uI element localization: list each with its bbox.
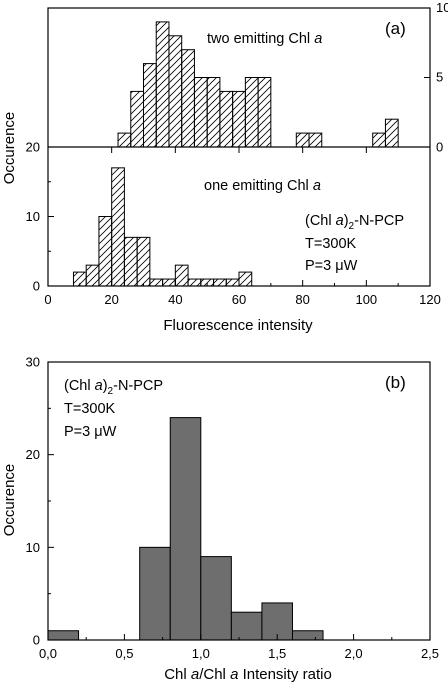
panel-a-letter: (a) bbox=[385, 19, 406, 38]
panel-a-ytick-left-0: 0 bbox=[33, 279, 40, 294]
panel-b-y-tick-label: 30 bbox=[26, 355, 40, 370]
panel-b: 0,0 0,5 1,0 1,5 2,0 2,5 0 10 20 30 (b) (Chl a)2-… bbox=[1, 355, 439, 684]
panel-b-x-tick-label: 1,5 bbox=[268, 646, 286, 661]
panel-a-top-bar bbox=[232, 90, 246, 148]
panel-b-xlabel: Chl a/Chl a Intensity ratio bbox=[164, 666, 332, 683]
panel-a-ytick-right-5: 5 bbox=[436, 70, 443, 85]
panel-b-annotation-line3: P=3 μW bbox=[64, 424, 117, 440]
panel-a-annotation-line2: T=300K bbox=[305, 236, 357, 252]
panel-b-x-tick-label: 0,5 bbox=[115, 646, 133, 661]
panel-b-y-tick-label: 20 bbox=[26, 447, 40, 462]
panel-a-top-bar bbox=[308, 132, 323, 148]
panel-a-top-bar bbox=[372, 132, 386, 148]
panel-b-bars bbox=[47, 417, 324, 641]
panel-b-ylabel: Occurence bbox=[1, 464, 18, 537]
panel-a-bottom-bars bbox=[72, 167, 253, 287]
panel-b-x-tick-labels: 0,0 0,5 1,0 1,5 2,0 2,5 bbox=[39, 646, 439, 661]
panel-a-x-tick-labels: 0 20 40 60 80 100 120 bbox=[44, 292, 440, 307]
panel-a-top-bar bbox=[244, 77, 259, 148]
panel-a-x-tick-label: 40 bbox=[168, 292, 182, 307]
panel-a-bottom-bar bbox=[85, 264, 100, 287]
panel-a-top-bar bbox=[130, 90, 144, 148]
panel-a-top-bar bbox=[193, 77, 208, 148]
panel-a-annotation-line3: P=3 μW bbox=[305, 258, 358, 274]
panel-b-x-tick-label: 0,0 bbox=[39, 646, 57, 661]
panel-b-bar bbox=[139, 546, 171, 641]
panel-a-bottom-bar bbox=[238, 271, 253, 287]
panel-a-bottom-bar bbox=[162, 278, 176, 287]
panel-a-top-bar bbox=[219, 90, 234, 148]
panel-b-y-tick-labels: 0 10 20 30 bbox=[26, 355, 40, 648]
panel-a-bottom-series-label: one emitting Chl a bbox=[204, 178, 321, 194]
panel-a-x-tick-label: 60 bbox=[232, 292, 246, 307]
panel-a-xlabel: Fluorescence intensity bbox=[163, 317, 313, 334]
panel-a-top-bars bbox=[117, 21, 399, 148]
panel-a-bottom-bar bbox=[225, 278, 240, 287]
panel-b-x-tick-label: 2,5 bbox=[421, 646, 439, 661]
panel-b-bar bbox=[169, 417, 202, 641]
panel-a-ylabel: Occurence bbox=[1, 112, 18, 185]
panel-b-x-tick-label: 2,0 bbox=[345, 646, 363, 661]
panel-b-bar bbox=[200, 556, 232, 641]
panel-a-bottom-bar bbox=[111, 167, 125, 287]
panel-a-x-tick-label: 80 bbox=[295, 292, 309, 307]
panel-b-y-tick-label: 0 bbox=[33, 633, 40, 648]
panel-a-ytick-left-10: 10 bbox=[26, 209, 40, 224]
panel-a-top-bar bbox=[384, 118, 399, 148]
panel-a-top-bar bbox=[295, 132, 310, 148]
panel-a-x-tick-label: 0 bbox=[44, 292, 51, 307]
panel-a-ytick-right-10: 10 bbox=[436, 0, 448, 15]
panel-a-bottom-bar bbox=[98, 216, 113, 287]
panel-a-bottom-bar bbox=[213, 278, 227, 287]
panel-a-bottom-bar bbox=[187, 278, 202, 287]
panel-b-bar bbox=[47, 630, 80, 641]
panel-a: 0 20 40 60 80 100 120 20 10 0 0 10 5 0 two emi… bbox=[1, 0, 448, 334]
panel-a-ticks bbox=[47, 7, 431, 287]
panel-b-bar bbox=[230, 611, 263, 641]
panel-b-bar bbox=[291, 630, 324, 641]
panel-a-top-bar bbox=[206, 77, 221, 148]
panel-a-annotation-line1: (Chl a)2-N-PCP bbox=[305, 213, 404, 232]
panel-a-ytick-left-20: 20 bbox=[26, 140, 40, 155]
panel-b-y-tick-label: 10 bbox=[26, 540, 40, 555]
panel-a-bottom-bar bbox=[149, 278, 164, 287]
panel-a-bottom-bar bbox=[174, 264, 189, 287]
panel-a-bottom-bar bbox=[123, 236, 138, 287]
panel-b-ticks bbox=[47, 361, 431, 641]
panel-a-x-tick-label: 100 bbox=[355, 292, 377, 307]
panel-a-bottom-bar bbox=[136, 236, 151, 287]
panel-b-annotation-line1: (Chl a)2-N-PCP bbox=[64, 378, 163, 397]
panel-a-x-tick-label: 120 bbox=[419, 292, 441, 307]
panel-b-bar bbox=[261, 602, 293, 641]
panel-a-x-tick-label: 20 bbox=[104, 292, 118, 307]
panel-a-top-bar bbox=[168, 35, 183, 148]
panel-a-top-series-label: two emitting Chl a bbox=[207, 31, 322, 47]
panel-a-ytick-right-0: 0 bbox=[436, 140, 443, 155]
panel-a-top-bar bbox=[117, 132, 132, 148]
panel-b-x-tick-label: 1,0 bbox=[192, 646, 210, 661]
panel-a-top-bar bbox=[181, 49, 195, 148]
panel-a-top-bar bbox=[143, 63, 157, 148]
panel-a-top-bar bbox=[257, 77, 272, 148]
panel-b-annotation-line2: T=300K bbox=[64, 401, 116, 417]
panel-b-letter: (b) bbox=[385, 373, 406, 392]
panel-a-top-bar bbox=[155, 21, 170, 148]
